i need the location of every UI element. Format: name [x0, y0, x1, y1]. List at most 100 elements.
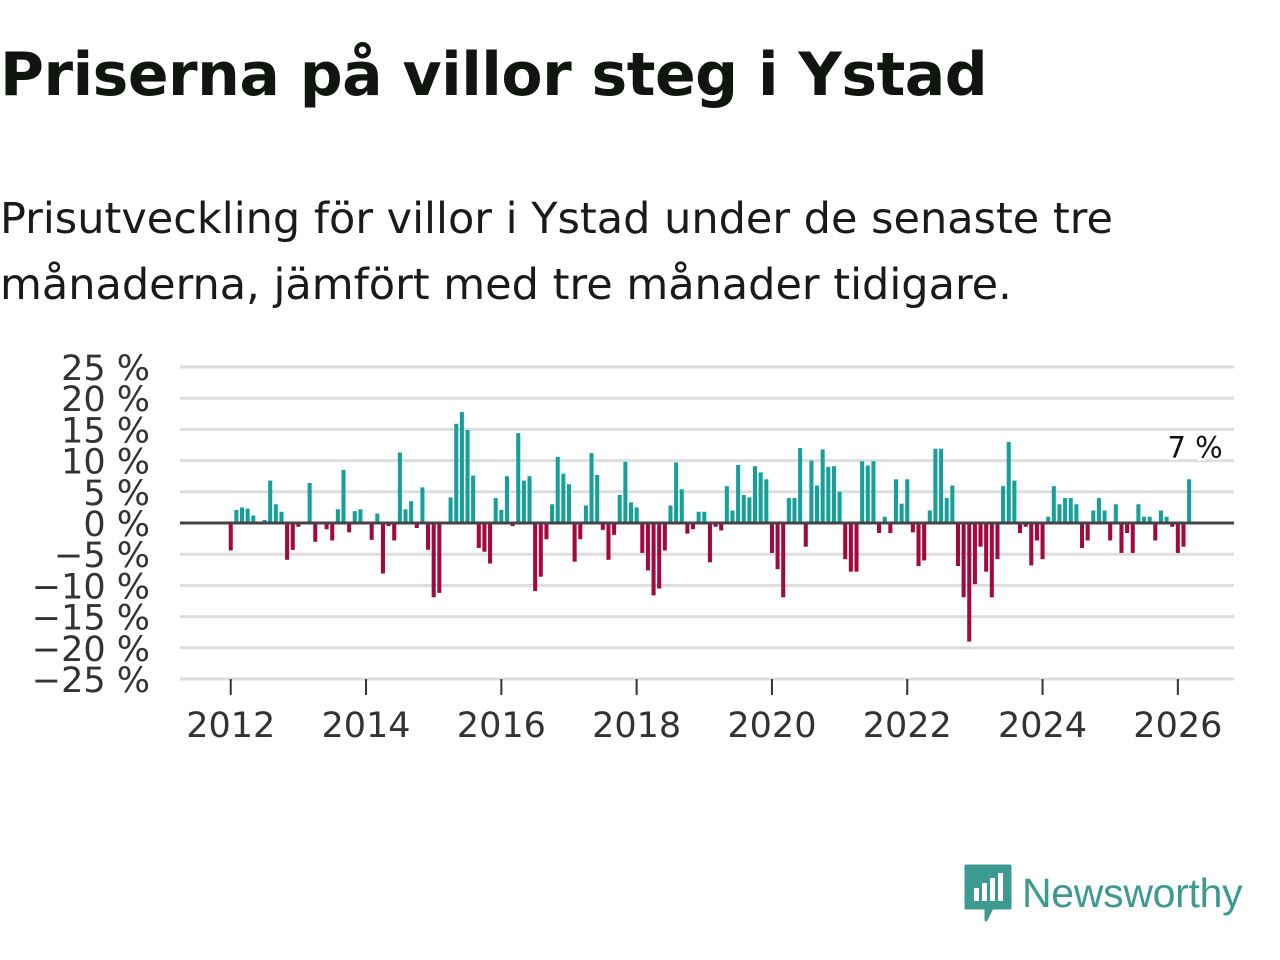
bar: [702, 511, 707, 523]
bar: [538, 523, 543, 577]
bar: [251, 515, 256, 523]
bar: [392, 523, 397, 541]
bar: [1130, 523, 1135, 553]
bar: [730, 510, 735, 523]
bar: [634, 507, 639, 523]
brand-name: Newsworthy: [1022, 869, 1243, 916]
bar: [262, 519, 267, 523]
bar: [910, 523, 915, 533]
bar: [420, 487, 425, 523]
bar: [561, 473, 566, 523]
bar: [640, 523, 645, 553]
bar: [1102, 510, 1107, 523]
bar: [871, 461, 876, 523]
bar: [628, 502, 634, 523]
bar: [595, 474, 600, 523]
bar: [409, 501, 414, 523]
bar: [600, 523, 605, 530]
bar: [1079, 523, 1085, 548]
bar: [454, 423, 459, 523]
bar: [1063, 498, 1068, 523]
bar: [375, 513, 380, 523]
bar: [516, 433, 521, 523]
bar: [713, 523, 718, 527]
y-tick-label: 15 %: [61, 411, 150, 451]
bar: [307, 483, 312, 523]
bar: [837, 491, 842, 523]
bar: [1181, 523, 1186, 547]
bar: [815, 485, 820, 523]
bar: [273, 504, 278, 523]
bar: [386, 523, 391, 527]
bar: [719, 523, 724, 531]
bar: [899, 503, 904, 523]
bar: [324, 523, 329, 530]
bar: [578, 523, 583, 540]
x-tick-label: 2020: [727, 706, 816, 746]
bar: [939, 448, 944, 523]
bar: [347, 523, 352, 533]
bar: [544, 523, 549, 540]
bar: [1040, 523, 1045, 560]
bar: [1017, 523, 1023, 533]
bar: [916, 523, 921, 567]
bar: [809, 460, 814, 523]
bar: [1153, 523, 1158, 541]
bar: [972, 523, 977, 585]
bar: [1136, 504, 1141, 523]
bar: [1091, 510, 1096, 523]
bar: [893, 479, 898, 523]
bar: [437, 523, 442, 593]
bar: [285, 523, 290, 560]
bar: [330, 523, 335, 541]
bar: [865, 465, 870, 523]
y-tick-label: 10 %: [61, 443, 150, 483]
bar: [792, 498, 797, 523]
bar: [504, 476, 510, 523]
y-tick-label: −25 %: [32, 661, 150, 701]
y-axis-labels: 25 %20 %15 %10 %5 %0 %−5 %−10 %−15 %−20 …: [32, 349, 150, 701]
bar: [290, 523, 295, 550]
bar: [995, 523, 1000, 560]
bar: [380, 523, 385, 574]
bar: [459, 411, 464, 523]
bar: [1074, 504, 1079, 523]
y-tick-label: −20 %: [32, 630, 150, 670]
bar: [1068, 498, 1073, 523]
bar: [950, 485, 955, 523]
y-tick-label: 25 %: [61, 349, 150, 389]
bar: [335, 509, 340, 523]
bar: [922, 523, 927, 561]
y-tick-label: 0 %: [83, 505, 150, 545]
bar: [566, 484, 572, 523]
bar: [1034, 523, 1039, 541]
bar: [493, 498, 498, 523]
bar: [769, 523, 774, 553]
bar: [239, 507, 245, 523]
bar: [933, 448, 938, 523]
bar: [843, 523, 848, 560]
bar: [617, 494, 622, 523]
bar: [685, 523, 690, 534]
bar: [854, 523, 859, 572]
bar: [1170, 523, 1175, 527]
bar: [781, 523, 786, 598]
x-tick-label: 2024: [998, 706, 1087, 746]
bar: [1012, 480, 1017, 523]
bar: [1187, 479, 1192, 523]
bar: [831, 466, 836, 523]
bar: [369, 523, 374, 540]
bar: [753, 466, 758, 523]
bar: [476, 523, 481, 548]
bar: [482, 523, 487, 552]
x-tick-label: 2014: [322, 706, 411, 746]
bar: [984, 523, 989, 572]
bar: [1051, 486, 1056, 523]
bar: [313, 523, 318, 542]
y-tick-label: −10 %: [32, 567, 150, 607]
last-value-label: 7 %: [1168, 430, 1223, 464]
bar: [786, 498, 791, 523]
bar: [1113, 504, 1118, 523]
bar: [707, 523, 712, 563]
bar: [623, 461, 628, 523]
